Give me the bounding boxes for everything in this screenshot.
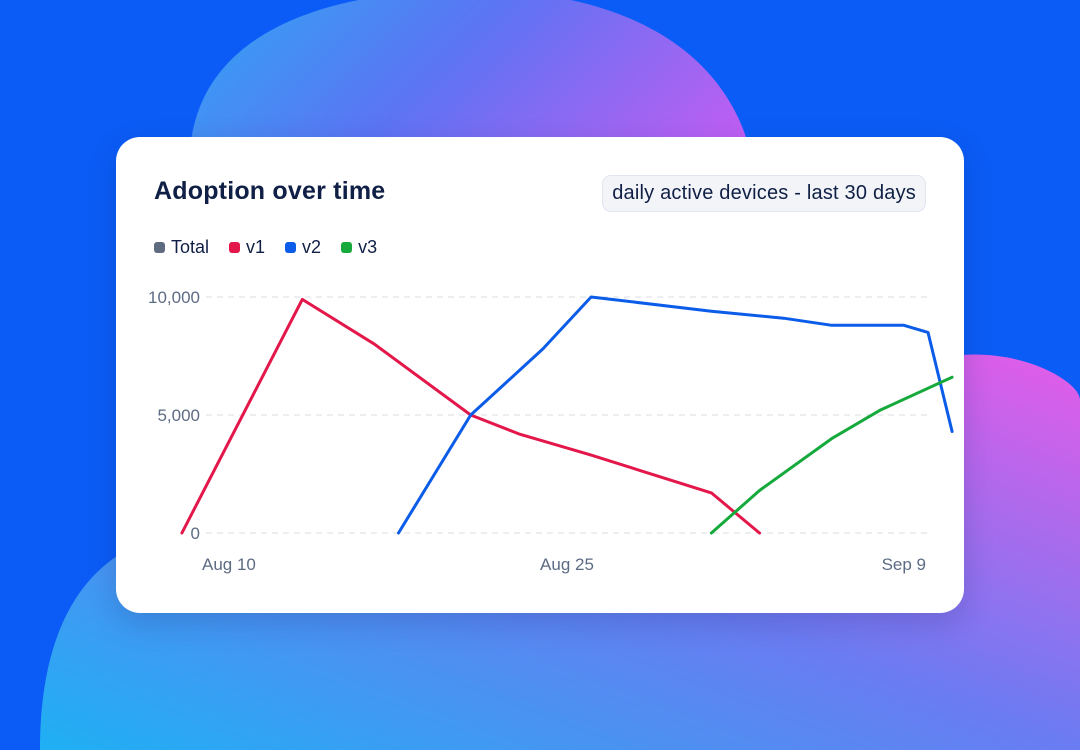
legend-swatch-v2 bbox=[285, 242, 297, 253]
y-tick-label: 10,000 bbox=[148, 288, 200, 307]
series-line-v1 bbox=[180, 297, 761, 535]
legend-item-v3[interactable]: v3 bbox=[341, 237, 377, 258]
legend-label-v3: v3 bbox=[358, 237, 378, 257]
x-tick-label: Aug 25 bbox=[540, 555, 594, 574]
card-title: Adoption over time bbox=[154, 177, 386, 205]
legend-item-total[interactable]: Total bbox=[154, 237, 209, 258]
legend-swatch-v1 bbox=[229, 242, 241, 253]
legend-label-v1: v1 bbox=[246, 237, 266, 257]
series-line-v3 bbox=[709, 375, 954, 535]
adoption-card: Adoption over time daily active devices … bbox=[116, 137, 964, 613]
y-tick-label: 0 bbox=[191, 524, 200, 543]
legend-label-total: Total bbox=[171, 237, 210, 257]
range-badge[interactable]: daily active devices - last 30 days bbox=[602, 175, 926, 212]
legend-item-v2[interactable]: v2 bbox=[285, 237, 321, 258]
x-tick-label: Sep 9 bbox=[882, 555, 926, 574]
x-tick-label: Aug 10 bbox=[202, 555, 256, 574]
series-line-v2 bbox=[397, 295, 954, 535]
chart-legend: Total v1 v2 v3 bbox=[154, 237, 377, 258]
y-tick-label: 5,000 bbox=[157, 406, 200, 425]
legend-item-v1[interactable]: v1 bbox=[229, 237, 265, 258]
adoption-line-chart: 0 5,000 10,000 Aug 10 Aug 25 Sep 9 bbox=[148, 288, 954, 574]
legend-label-v2: v2 bbox=[302, 237, 322, 257]
legend-swatch-total bbox=[154, 242, 165, 253]
legend-swatch-v3 bbox=[341, 242, 353, 253]
